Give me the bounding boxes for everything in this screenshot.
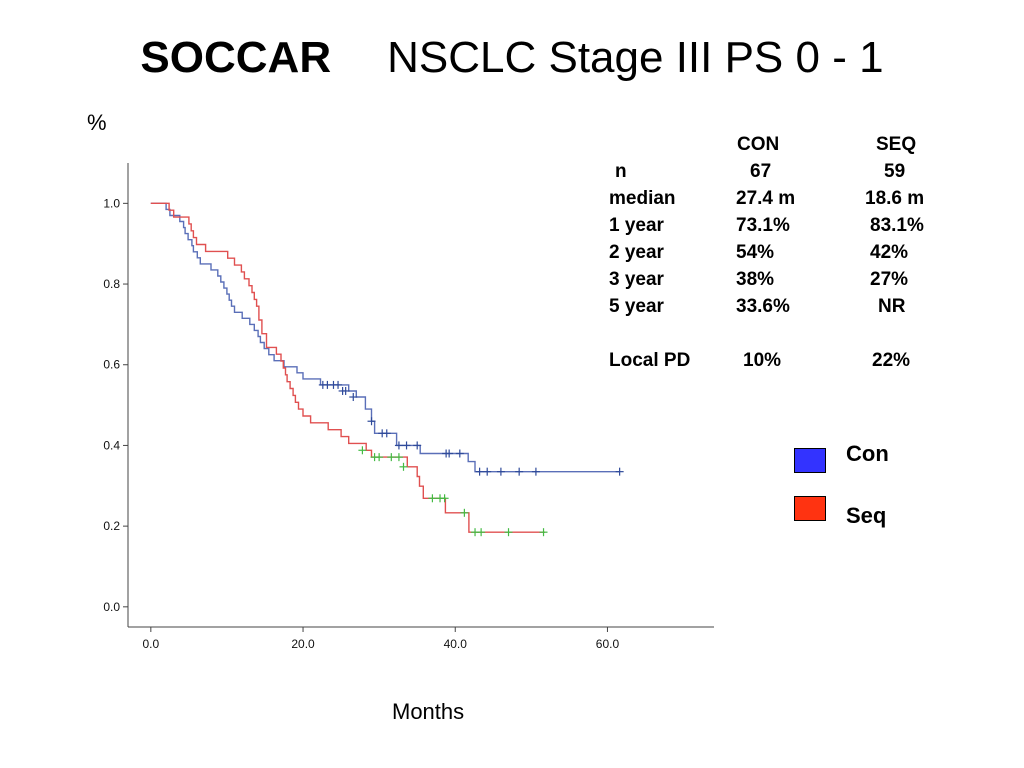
row-con-value: 67 <box>750 161 772 182</box>
x-tick-label: 60.0 <box>596 637 620 651</box>
local-pd-label: Local PD <box>609 350 691 371</box>
row-con-value: 38% <box>736 269 775 290</box>
row-label: 5 year <box>609 296 664 317</box>
series-line-con <box>150 202 620 473</box>
censor-mark-seq <box>399 462 408 471</box>
row-con-value: 33.6% <box>736 296 790 317</box>
censor-mark-con <box>475 467 484 476</box>
local-pd-con: 10% <box>743 350 782 371</box>
censor-mark-con <box>445 449 454 458</box>
y-tick-label: 0.8 <box>103 277 120 291</box>
censor-mark-seq <box>387 453 396 462</box>
y-tick-label: 1.0 <box>103 196 120 210</box>
row-con-value: 27.4 m <box>736 188 796 209</box>
title-rest: NSCLC Stage III PS 0 - 1 <box>387 33 884 82</box>
row-seq-value: 59 <box>884 161 906 182</box>
legend-swatch-seq <box>794 496 826 521</box>
page-title: SOCCAR NSCLC Stage III PS 0 - 1 <box>0 28 1024 88</box>
y-axis-unit: % <box>87 110 107 135</box>
censor-mark-con <box>367 417 376 426</box>
row-label: median <box>609 188 676 209</box>
censor-mark-con <box>496 467 505 476</box>
y-tick-label: 0.4 <box>103 438 120 452</box>
row-seq-value: 42% <box>870 242 909 263</box>
legend-label-seq: Seq <box>846 503 887 528</box>
censor-mark-con <box>531 467 540 476</box>
row-label: n <box>615 161 627 182</box>
censor-mark-seq <box>440 494 449 503</box>
censor-mark-con <box>341 386 350 395</box>
legend-swatch-con <box>794 448 826 473</box>
header-con: CON <box>737 134 780 155</box>
censor-mark-seq <box>375 453 384 462</box>
title-bold: SOCCAR <box>140 33 332 82</box>
row-seq-value: 27% <box>870 269 909 290</box>
series-line-seq <box>150 202 545 533</box>
row-label: 1 year <box>609 215 664 236</box>
legend-label-con: Con <box>846 441 889 466</box>
censor-mark-con <box>334 380 343 389</box>
censor-mark-seq <box>358 446 367 455</box>
y-tick-label: 0.2 <box>103 519 120 533</box>
local-pd-seq: 22% <box>872 350 911 371</box>
y-tick-label: 0.0 <box>103 600 120 614</box>
y-tick-label: 0.6 <box>103 358 120 372</box>
censor-mark-con <box>382 429 391 438</box>
row-seq-value: 18.6 m <box>865 188 925 209</box>
censor-mark-con <box>349 393 358 402</box>
censor-mark-seq <box>460 508 469 517</box>
censor-mark-seq <box>539 528 548 537</box>
row-seq-value: NR <box>878 296 906 317</box>
x-tick-label: 0.0 <box>142 637 159 651</box>
x-tick-label: 40.0 <box>444 637 468 651</box>
censor-mark-seq <box>504 528 513 537</box>
censor-mark-con <box>455 449 464 458</box>
row-seq-value: 83.1% <box>870 215 924 236</box>
row-con-value: 73.1% <box>736 215 790 236</box>
censor-mark-seq <box>477 528 486 537</box>
row-label: 3 year <box>609 269 664 290</box>
censor-mark-con <box>615 467 624 476</box>
censor-mark-seq <box>394 453 403 462</box>
row-con-value: 54% <box>736 242 775 263</box>
x-tick-label: 20.0 <box>291 637 315 651</box>
censor-mark-con <box>394 441 403 450</box>
header-seq: SEQ <box>876 134 917 155</box>
censor-mark-con <box>413 441 422 450</box>
censor-mark-con <box>402 441 411 450</box>
censor-mark-con <box>515 467 524 476</box>
x-axis-label: Months <box>392 699 465 724</box>
row-label: 2 year <box>609 242 664 263</box>
censor-mark-seq <box>428 494 437 503</box>
censor-mark-con <box>483 467 492 476</box>
